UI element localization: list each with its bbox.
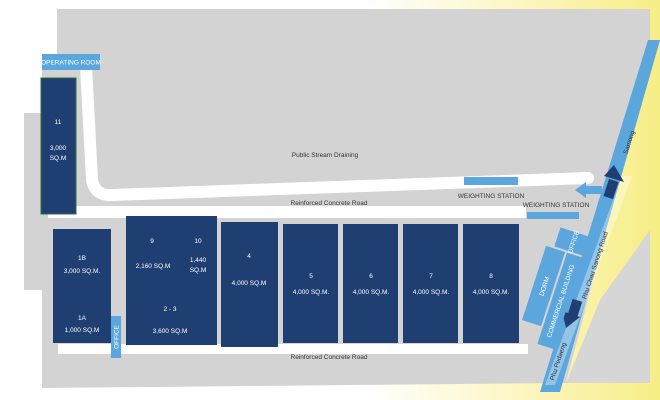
- building-4: [221, 222, 278, 347]
- building-7: [403, 224, 458, 343]
- concrete-road-upper-label: Reinforced Concrete Road: [291, 200, 368, 207]
- building-1a: [53, 303, 111, 343]
- dorm-box: [522, 245, 566, 327]
- ground-right-strip: [566, 230, 650, 383]
- unit-6-id: 6: [369, 273, 373, 280]
- road-middle: [48, 206, 526, 218]
- building-2-3: [126, 289, 217, 345]
- unit-10-area: 1,440: [190, 257, 207, 264]
- unit-10-area-unit: SQ.M: [190, 267, 207, 274]
- unit-8-area: 4,000 SQ.M.: [473, 289, 510, 296]
- unit-1a-id: 1A: [78, 315, 87, 322]
- unit-5-area: 4,000 SQ.M.: [293, 289, 330, 296]
- unit-10-id: 10: [194, 238, 202, 245]
- building-11: [40, 77, 77, 215]
- road-lower: [58, 344, 528, 354]
- building-6: [343, 224, 398, 343]
- building-10: [180, 216, 217, 289]
- arrow-left-icon: [575, 182, 602, 198]
- building-9: [126, 216, 180, 289]
- operating-room-box: [42, 54, 100, 70]
- road-top-curve: [80, 60, 594, 202]
- unit-11-area-unit: SQ.M: [50, 155, 67, 162]
- concrete-road-lower-label: Reinforced Concrete Road: [291, 354, 368, 361]
- arrow-down-icon: [562, 298, 583, 328]
- unit-4-id: 4: [247, 253, 251, 260]
- arrow-up-icon: [603, 165, 624, 200]
- office-left-box: [111, 316, 121, 358]
- unit-9-area: 2,160 SQ.M: [136, 263, 171, 270]
- commercial-building-box: [537, 252, 584, 350]
- office-right-box: [554, 227, 590, 256]
- unit-11-id: 11: [55, 119, 62, 126]
- unit-9-id: 9: [150, 238, 154, 245]
- office-left-label: OFFICE: [114, 324, 121, 348]
- unit-7-area: 4,000 SQ.M.: [413, 289, 450, 296]
- highway-inner-road: [545, 176, 632, 385]
- unit-4-area: 4,000 SQ.M: [232, 280, 267, 287]
- building-5: [283, 224, 338, 343]
- unit-1a-area: 1,000 SQ.M: [65, 327, 100, 334]
- unit-2-3-area: 3,600 SQ.M: [153, 328, 188, 335]
- unit-5-id: 5: [309, 273, 313, 280]
- weighting-station-1-bar: [464, 177, 518, 185]
- public-stream-label: Public Stream Draining: [292, 152, 359, 159]
- unit-1b-id: 1B: [78, 255, 86, 262]
- highway: [540, 40, 660, 392]
- unit-7-id: 7: [429, 273, 433, 280]
- weighting-station-1-label: WEIGHTING STATION: [458, 193, 525, 200]
- weighting-station-2-label: WEIGHTING STATION: [523, 202, 590, 209]
- unit-1b-area: 3,000 SQ.M.: [64, 268, 101, 275]
- unit-8-id: 8: [489, 273, 493, 280]
- unit-11-area: 3,000: [50, 145, 67, 152]
- building-1b: [53, 229, 111, 303]
- weighting-station-2-bar: [527, 212, 579, 219]
- unit-6-area: 4,000 SQ.M.: [353, 289, 390, 296]
- building-8: [463, 224, 519, 343]
- operating-room-label: OPERATING ROOM: [41, 60, 101, 67]
- unit-2-3-id: 2 - 3: [163, 306, 176, 313]
